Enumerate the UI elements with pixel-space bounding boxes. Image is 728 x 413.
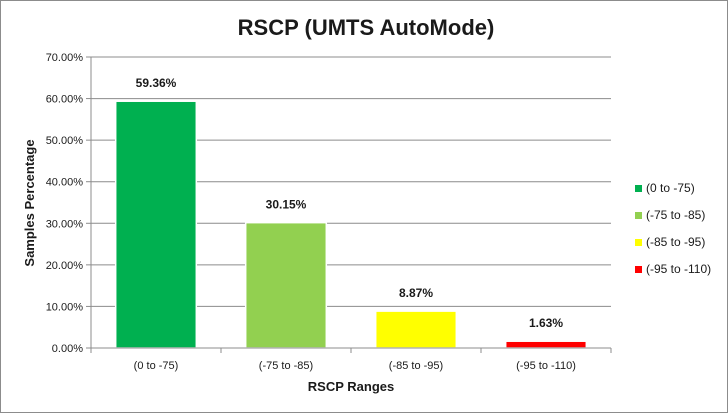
legend-entry: (-75 to -85)	[646, 208, 705, 222]
x-axis-label: RSCP Ranges	[308, 379, 394, 394]
y-axis-label: Samples Percentage	[22, 139, 37, 266]
y-tick-label: 20.00%	[46, 260, 84, 272]
legend-entry: (-95 to -110)	[646, 262, 711, 276]
y-tick-label: 50.00%	[46, 135, 84, 147]
legend-entry: (0 to -75)	[646, 181, 695, 195]
x-tick-label: (0 to -75)	[134, 360, 179, 372]
bars	[114, 100, 588, 349]
x-tick-label: (-95 to -110)	[516, 360, 576, 372]
y-tick-label: 70.00%	[46, 52, 84, 64]
data-labels: 59.36% 30.15% 8.87% 1.63%	[136, 76, 564, 330]
legend: (0 to -75) (-75 to -85) (-85 to -95) (-95 t…	[635, 181, 711, 276]
y-tick-label: 10.00%	[46, 301, 84, 313]
bar	[374, 310, 458, 349]
x-axis-ticks: (0 to -75) (-75 to -85) (-85 to -95) (-95 t…	[90, 348, 612, 372]
legend-swatch	[635, 212, 642, 219]
chart-title: RSCP (UMTS AutoMode)	[238, 15, 495, 40]
y-axis-ticks: 0.00% 10.00% 20.00% 30.00% 40.00% 50.00% 60.00…	[46, 52, 91, 355]
y-tick-label: 30.00%	[46, 218, 84, 230]
y-tick-label: 40.00%	[46, 177, 84, 189]
data-label: 1.63%	[529, 316, 563, 330]
bar	[114, 100, 198, 349]
bar	[504, 340, 588, 349]
data-label: 59.36%	[136, 76, 177, 90]
legend-entry: (-85 to -95)	[646, 235, 705, 249]
legend-swatch	[635, 185, 642, 192]
y-tick-label: 60.00%	[46, 94, 84, 106]
x-tick-label: (-75 to -85)	[259, 360, 313, 372]
data-label: 8.87%	[399, 286, 433, 300]
bar	[244, 221, 328, 349]
legend-swatch	[635, 239, 642, 246]
x-tick-label: (-85 to -95)	[389, 360, 443, 372]
data-label: 30.15%	[266, 198, 307, 212]
y-tick-label: 0.00%	[52, 343, 83, 355]
legend-swatch	[635, 266, 642, 273]
